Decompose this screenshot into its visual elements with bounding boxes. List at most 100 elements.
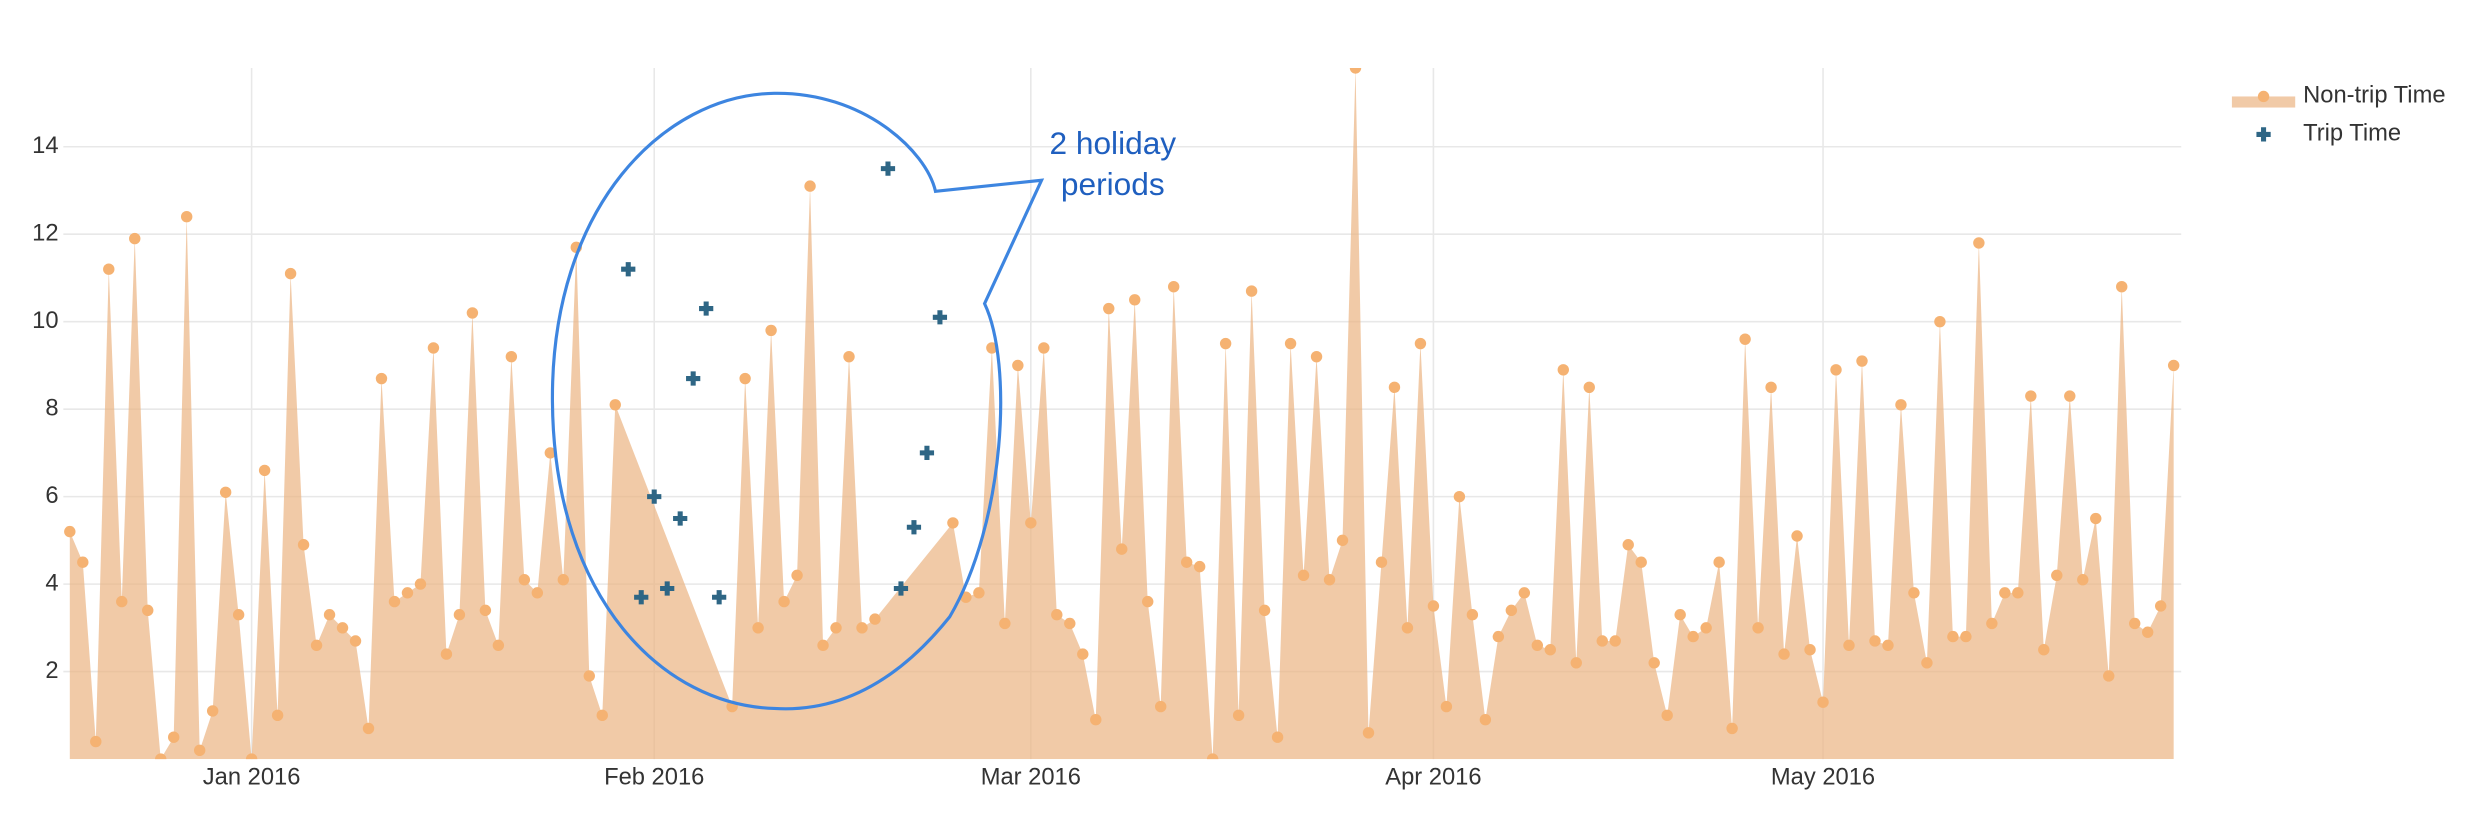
point (2038, 644, 2050, 656)
point (1726, 722, 1738, 735)
point (1116, 543, 1128, 555)
point (544, 447, 557, 459)
y-tick-label: 6 (45, 483, 58, 509)
point (1297, 569, 1310, 582)
legend-swatch (2256, 127, 2271, 142)
annotation: 2 holiday periods (550, 91, 1176, 711)
point (1999, 587, 2011, 599)
point (401, 587, 414, 599)
y-tick-label: 12 (32, 220, 58, 246)
point (1531, 639, 1544, 652)
point (1271, 731, 1284, 743)
point (817, 639, 829, 652)
point (1258, 604, 1271, 617)
point (1973, 237, 1985, 249)
point (518, 574, 531, 586)
cross-marker (893, 581, 909, 596)
point (1856, 355, 1868, 367)
point (2129, 617, 2141, 630)
point (1921, 657, 1933, 669)
point (1869, 635, 1881, 647)
point (492, 639, 505, 652)
point (193, 744, 206, 757)
legend: Non-trip Time Trip Time (2231, 83, 2446, 147)
legend-swatch (2257, 90, 2270, 103)
y-tick-label: 10 (32, 308, 58, 334)
y-tick-label: 8 (45, 395, 58, 421)
point (310, 639, 323, 652)
point (531, 587, 544, 599)
point (856, 622, 868, 634)
point (1661, 709, 1673, 722)
point (1310, 350, 1323, 363)
point (1167, 280, 1180, 293)
point (1518, 587, 1531, 599)
point (388, 595, 401, 608)
y-tick-label: 2 (45, 658, 58, 684)
x-tick-label: Mar 2016 (981, 764, 1081, 790)
legend-label: Non-trip Time (2303, 83, 2445, 109)
point (90, 735, 102, 748)
point (505, 350, 518, 363)
point (1583, 381, 1595, 393)
point (1765, 381, 1777, 393)
point (1012, 359, 1024, 372)
point (1648, 657, 1660, 669)
point (1596, 635, 1608, 647)
point (1960, 630, 1972, 643)
annotation-callout (550, 91, 1045, 711)
point (1129, 294, 1141, 306)
axes: 2 4 6 8 10 12 14 Jan 2016 Feb 2016 Mar 2016 Apr 20… (32, 133, 1875, 790)
point (2141, 626, 2154, 638)
cross-marker (647, 489, 662, 504)
point (1103, 302, 1115, 315)
point (453, 609, 466, 621)
point (466, 307, 479, 319)
point (2077, 574, 2089, 586)
point (778, 595, 790, 608)
point (973, 587, 985, 599)
point (1791, 530, 1803, 542)
point (116, 595, 128, 608)
point (479, 604, 492, 617)
point (375, 372, 388, 385)
point (1427, 600, 1440, 612)
point (232, 609, 245, 621)
point (1882, 639, 1894, 652)
point (103, 263, 115, 275)
point (336, 622, 349, 634)
point (1362, 727, 1375, 739)
point (1609, 635, 1621, 647)
point (1492, 630, 1505, 643)
point (2012, 587, 2024, 599)
point (1674, 609, 1686, 621)
point (349, 635, 362, 647)
point (440, 648, 453, 660)
point (1843, 639, 1855, 652)
point (362, 722, 375, 735)
point (1453, 490, 1466, 503)
point (323, 609, 336, 621)
point (583, 670, 595, 682)
point (2154, 600, 2167, 612)
point (1051, 609, 1063, 621)
point (2103, 670, 2115, 682)
point (1570, 657, 1582, 669)
annotation-text: periods (1061, 166, 1165, 202)
cross-marker (919, 445, 935, 461)
point (843, 350, 855, 363)
point (1986, 617, 1998, 630)
point (1232, 709, 1245, 722)
annotation-text: 2 holiday (1049, 125, 1176, 161)
point (1245, 285, 1258, 297)
point (999, 617, 1011, 630)
point (1193, 560, 1206, 573)
point (297, 539, 310, 551)
point (1947, 630, 1959, 643)
point (1323, 574, 1336, 586)
point (1479, 714, 1492, 726)
cross-marker (712, 590, 727, 605)
point (1700, 622, 1712, 634)
point (1804, 644, 1816, 656)
